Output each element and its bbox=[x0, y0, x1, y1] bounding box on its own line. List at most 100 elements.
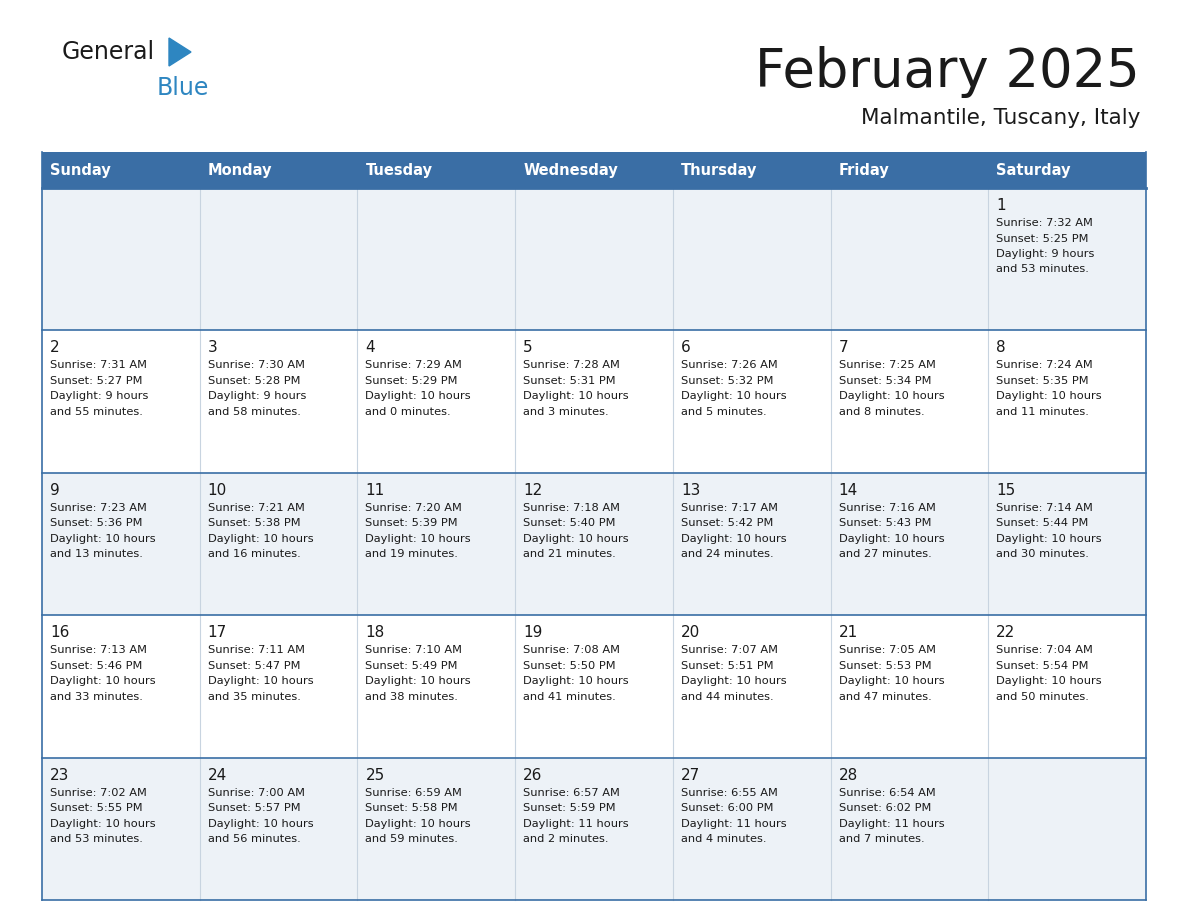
Text: Sunrise: 7:31 AM: Sunrise: 7:31 AM bbox=[50, 361, 147, 370]
Text: Daylight: 10 hours: Daylight: 10 hours bbox=[997, 533, 1102, 543]
Text: and 4 minutes.: and 4 minutes. bbox=[681, 834, 766, 844]
Text: Friday: Friday bbox=[839, 162, 890, 177]
Text: Sunrise: 7:21 AM: Sunrise: 7:21 AM bbox=[208, 503, 304, 513]
Text: Sunrise: 7:05 AM: Sunrise: 7:05 AM bbox=[839, 645, 936, 655]
Text: Wednesday: Wednesday bbox=[523, 162, 618, 177]
Text: Sunrise: 7:14 AM: Sunrise: 7:14 AM bbox=[997, 503, 1093, 513]
Text: Sunday: Sunday bbox=[50, 162, 110, 177]
Bar bbox=[42, 615, 200, 757]
Bar bbox=[830, 757, 988, 900]
Text: Sunrise: 7:13 AM: Sunrise: 7:13 AM bbox=[50, 645, 147, 655]
Text: and 41 minutes.: and 41 minutes. bbox=[523, 691, 615, 701]
Bar bbox=[830, 615, 988, 757]
Bar bbox=[42, 188, 200, 330]
Text: Sunrise: 6:57 AM: Sunrise: 6:57 AM bbox=[523, 788, 620, 798]
Bar bbox=[988, 473, 1146, 615]
Text: Daylight: 10 hours: Daylight: 10 hours bbox=[366, 391, 472, 401]
Text: 3: 3 bbox=[208, 341, 217, 355]
Text: Sunrise: 7:32 AM: Sunrise: 7:32 AM bbox=[997, 218, 1093, 228]
Text: Daylight: 10 hours: Daylight: 10 hours bbox=[997, 677, 1102, 686]
Text: 17: 17 bbox=[208, 625, 227, 640]
Text: 26: 26 bbox=[523, 767, 543, 783]
Text: and 56 minutes.: and 56 minutes. bbox=[208, 834, 301, 844]
Text: Sunset: 5:27 PM: Sunset: 5:27 PM bbox=[50, 375, 143, 386]
Text: Sunset: 5:51 PM: Sunset: 5:51 PM bbox=[681, 661, 773, 671]
Text: Sunset: 5:39 PM: Sunset: 5:39 PM bbox=[366, 519, 459, 528]
Text: Daylight: 10 hours: Daylight: 10 hours bbox=[208, 533, 314, 543]
Text: and 21 minutes.: and 21 minutes. bbox=[523, 549, 615, 559]
Text: 24: 24 bbox=[208, 767, 227, 783]
Bar bbox=[358, 473, 516, 615]
Text: February 2025: February 2025 bbox=[756, 46, 1140, 98]
Text: 28: 28 bbox=[839, 767, 858, 783]
Text: Sunrise: 6:59 AM: Sunrise: 6:59 AM bbox=[366, 788, 462, 798]
Text: 10: 10 bbox=[208, 483, 227, 498]
Text: Sunset: 5:32 PM: Sunset: 5:32 PM bbox=[681, 375, 773, 386]
Text: and 27 minutes.: and 27 minutes. bbox=[839, 549, 931, 559]
Text: Sunrise: 7:10 AM: Sunrise: 7:10 AM bbox=[366, 645, 462, 655]
Bar bbox=[516, 473, 672, 615]
Text: Sunrise: 7:16 AM: Sunrise: 7:16 AM bbox=[839, 503, 935, 513]
Text: 16: 16 bbox=[50, 625, 69, 640]
Text: and 30 minutes.: and 30 minutes. bbox=[997, 549, 1089, 559]
Text: Sunset: 5:43 PM: Sunset: 5:43 PM bbox=[839, 519, 931, 528]
Bar bbox=[830, 188, 988, 330]
Text: 22: 22 bbox=[997, 625, 1016, 640]
Bar bbox=[672, 615, 830, 757]
Text: Daylight: 11 hours: Daylight: 11 hours bbox=[681, 819, 786, 829]
Bar bbox=[988, 330, 1146, 473]
Text: Sunrise: 6:54 AM: Sunrise: 6:54 AM bbox=[839, 788, 935, 798]
Text: Sunrise: 7:08 AM: Sunrise: 7:08 AM bbox=[523, 645, 620, 655]
Text: Sunset: 5:59 PM: Sunset: 5:59 PM bbox=[523, 803, 615, 813]
Text: Daylight: 11 hours: Daylight: 11 hours bbox=[523, 819, 628, 829]
Text: Sunset: 5:42 PM: Sunset: 5:42 PM bbox=[681, 519, 773, 528]
Bar bbox=[200, 330, 358, 473]
Text: 5: 5 bbox=[523, 341, 532, 355]
Text: Daylight: 9 hours: Daylight: 9 hours bbox=[997, 249, 1094, 259]
Text: Daylight: 10 hours: Daylight: 10 hours bbox=[681, 533, 786, 543]
Text: and 16 minutes.: and 16 minutes. bbox=[208, 549, 301, 559]
Text: Sunrise: 7:02 AM: Sunrise: 7:02 AM bbox=[50, 788, 147, 798]
Text: Sunset: 5:53 PM: Sunset: 5:53 PM bbox=[839, 661, 931, 671]
Text: 14: 14 bbox=[839, 483, 858, 498]
Text: 27: 27 bbox=[681, 767, 700, 783]
Text: and 5 minutes.: and 5 minutes. bbox=[681, 407, 766, 417]
Text: Sunset: 5:34 PM: Sunset: 5:34 PM bbox=[839, 375, 931, 386]
Text: 9: 9 bbox=[50, 483, 59, 498]
Text: Sunrise: 7:29 AM: Sunrise: 7:29 AM bbox=[366, 361, 462, 370]
Text: Sunrise: 7:04 AM: Sunrise: 7:04 AM bbox=[997, 645, 1093, 655]
Text: Sunrise: 7:25 AM: Sunrise: 7:25 AM bbox=[839, 361, 935, 370]
Text: and 7 minutes.: and 7 minutes. bbox=[839, 834, 924, 844]
Bar bbox=[830, 330, 988, 473]
Bar bbox=[358, 330, 516, 473]
Text: and 50 minutes.: and 50 minutes. bbox=[997, 691, 1089, 701]
Text: 8: 8 bbox=[997, 341, 1006, 355]
Text: and 38 minutes.: and 38 minutes. bbox=[366, 691, 459, 701]
Text: and 2 minutes.: and 2 minutes. bbox=[523, 834, 608, 844]
Text: Sunset: 5:55 PM: Sunset: 5:55 PM bbox=[50, 803, 143, 813]
Text: Sunrise: 7:18 AM: Sunrise: 7:18 AM bbox=[523, 503, 620, 513]
Text: Sunset: 5:54 PM: Sunset: 5:54 PM bbox=[997, 661, 1088, 671]
Text: Sunrise: 7:00 AM: Sunrise: 7:00 AM bbox=[208, 788, 304, 798]
Text: Daylight: 10 hours: Daylight: 10 hours bbox=[839, 677, 944, 686]
Bar bbox=[516, 757, 672, 900]
Text: Sunset: 5:44 PM: Sunset: 5:44 PM bbox=[997, 519, 1088, 528]
Text: Daylight: 10 hours: Daylight: 10 hours bbox=[681, 677, 786, 686]
Text: 6: 6 bbox=[681, 341, 690, 355]
Bar bbox=[200, 615, 358, 757]
Text: Daylight: 10 hours: Daylight: 10 hours bbox=[681, 391, 786, 401]
Text: Daylight: 10 hours: Daylight: 10 hours bbox=[523, 533, 628, 543]
Text: 20: 20 bbox=[681, 625, 700, 640]
Text: Sunset: 5:36 PM: Sunset: 5:36 PM bbox=[50, 519, 143, 528]
Text: and 33 minutes.: and 33 minutes. bbox=[50, 691, 143, 701]
Text: Daylight: 10 hours: Daylight: 10 hours bbox=[366, 677, 472, 686]
Text: 13: 13 bbox=[681, 483, 700, 498]
Bar bbox=[672, 188, 830, 330]
Text: and 13 minutes.: and 13 minutes. bbox=[50, 549, 143, 559]
Bar bbox=[672, 473, 830, 615]
Text: Daylight: 10 hours: Daylight: 10 hours bbox=[839, 533, 944, 543]
Bar bbox=[516, 188, 672, 330]
Text: and 35 minutes.: and 35 minutes. bbox=[208, 691, 301, 701]
Polygon shape bbox=[169, 38, 191, 66]
Text: Sunset: 5:49 PM: Sunset: 5:49 PM bbox=[366, 661, 457, 671]
